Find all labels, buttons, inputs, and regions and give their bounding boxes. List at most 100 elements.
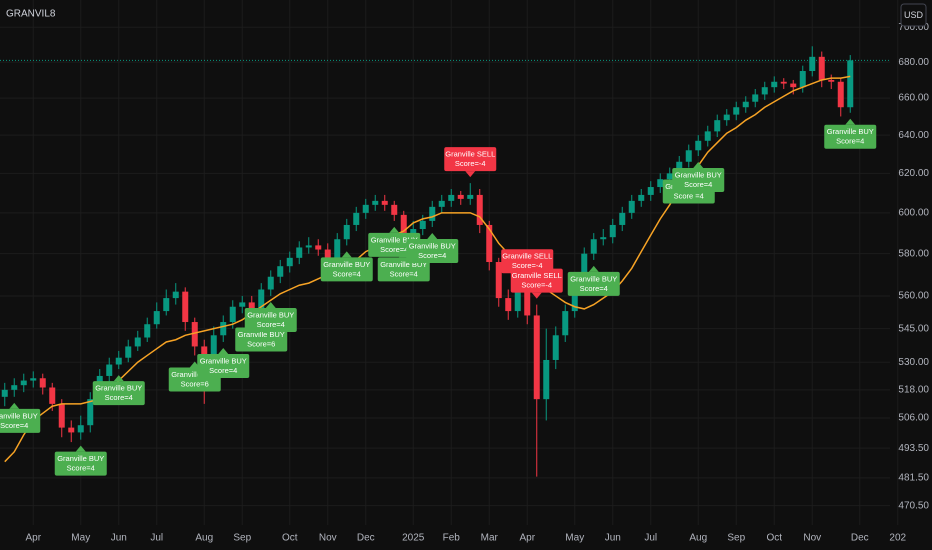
signal-pointer	[465, 171, 476, 178]
x-tick-label: Oct	[282, 533, 298, 544]
candle-body	[258, 289, 265, 312]
signal-pointer	[75, 445, 86, 452]
y-tick-label: 530.00	[898, 357, 929, 368]
signal-score: Score=4	[105, 393, 133, 402]
candle-body	[286, 257, 293, 267]
candle-body	[704, 131, 711, 141]
signal-score: Score=-4	[521, 281, 552, 290]
candle-body	[220, 322, 227, 336]
x-tick-label: Feb	[443, 533, 461, 544]
signal-score: Score=4	[333, 269, 361, 278]
candle-body	[334, 239, 341, 260]
signal-box	[444, 147, 497, 172]
candle-body	[790, 83, 797, 88]
signal-pointer	[341, 251, 352, 258]
candle-body	[77, 425, 84, 433]
signal-pointer	[531, 292, 542, 299]
y-tick-label: 545.00	[898, 323, 929, 334]
signal-text: Granville BUY	[371, 235, 418, 244]
signal-text: Granville BUY	[380, 260, 427, 269]
signal-pointer	[389, 226, 400, 233]
x-tick-label: 202	[889, 533, 906, 544]
candle-body	[448, 194, 455, 201]
candle-body	[134, 337, 141, 347]
signal-box	[0, 408, 41, 433]
y-tick-label: 580.00	[898, 248, 929, 259]
candle-body	[1, 389, 8, 397]
signal-text: Granville BUY	[675, 170, 722, 179]
signal-score: Score=4	[418, 251, 446, 260]
currency-label[interactable]: USD	[904, 10, 924, 20]
candle-body	[514, 291, 521, 312]
candle-body	[49, 387, 56, 404]
candle-body	[248, 302, 255, 312]
signal-score: Score=4	[380, 245, 408, 254]
candle-body	[362, 204, 369, 213]
x-tick-label: Dec	[357, 533, 375, 544]
signal-score: Score=6	[247, 339, 275, 348]
candle-body	[239, 302, 246, 307]
signal-text: Granville BUY	[57, 454, 104, 463]
signal-pointer	[218, 347, 229, 354]
x-tick-label: Aug	[689, 533, 707, 544]
candle-body	[144, 324, 151, 338]
signal-text: Granville BUY	[827, 127, 874, 136]
signal-score: Score=-4	[512, 261, 543, 270]
candle-body	[163, 298, 170, 312]
candle-body	[172, 291, 179, 299]
moving-average-line	[4, 75, 851, 463]
candle-body	[182, 291, 189, 323]
candle-body	[714, 120, 721, 132]
candle-body	[809, 56, 816, 72]
candle-body	[609, 224, 616, 238]
candle-body	[486, 224, 493, 263]
signal-box	[235, 327, 288, 352]
signal-box	[501, 249, 554, 274]
candle-body	[733, 107, 740, 115]
signal-score: Score=4	[209, 366, 237, 375]
candle-body	[647, 187, 654, 195]
candle-body	[666, 173, 673, 180]
x-tick-label: Nov	[319, 533, 337, 544]
candle-body	[267, 276, 274, 290]
x-tick-label: Apr	[25, 533, 41, 544]
candle-body	[847, 60, 854, 108]
signal-pointer	[588, 265, 599, 272]
candle-body	[87, 399, 94, 426]
x-tick-label: Oct	[766, 533, 782, 544]
y-tick-label: 518.00	[898, 384, 929, 395]
signal-text: Granville BUY	[323, 260, 370, 269]
candle-body	[828, 79, 835, 82]
candle-body	[761, 87, 768, 95]
x-tick-label: Dec	[851, 533, 869, 544]
signal-score: Score =4	[674, 192, 704, 201]
candle-body	[315, 245, 322, 250]
x-tick-label: 2025	[402, 533, 425, 544]
candle-body	[752, 94, 759, 102]
candle-body	[476, 194, 483, 225]
signal-box	[672, 168, 725, 193]
signal-box	[92, 381, 145, 406]
candle-body	[391, 204, 398, 215]
candle-body	[438, 200, 445, 207]
signal-pointer	[845, 118, 856, 125]
candle-body	[685, 150, 692, 162]
x-tick-label: May	[71, 533, 90, 544]
candle-body	[324, 249, 331, 260]
candle-body	[628, 200, 635, 213]
chart-title: GRANVIL8	[6, 9, 56, 20]
currency-button[interactable]	[900, 3, 927, 27]
candle-body	[400, 214, 407, 238]
y-tick-label: 470.50	[898, 500, 929, 511]
x-tick-label: Jun	[605, 533, 621, 544]
candle-body	[638, 194, 645, 201]
